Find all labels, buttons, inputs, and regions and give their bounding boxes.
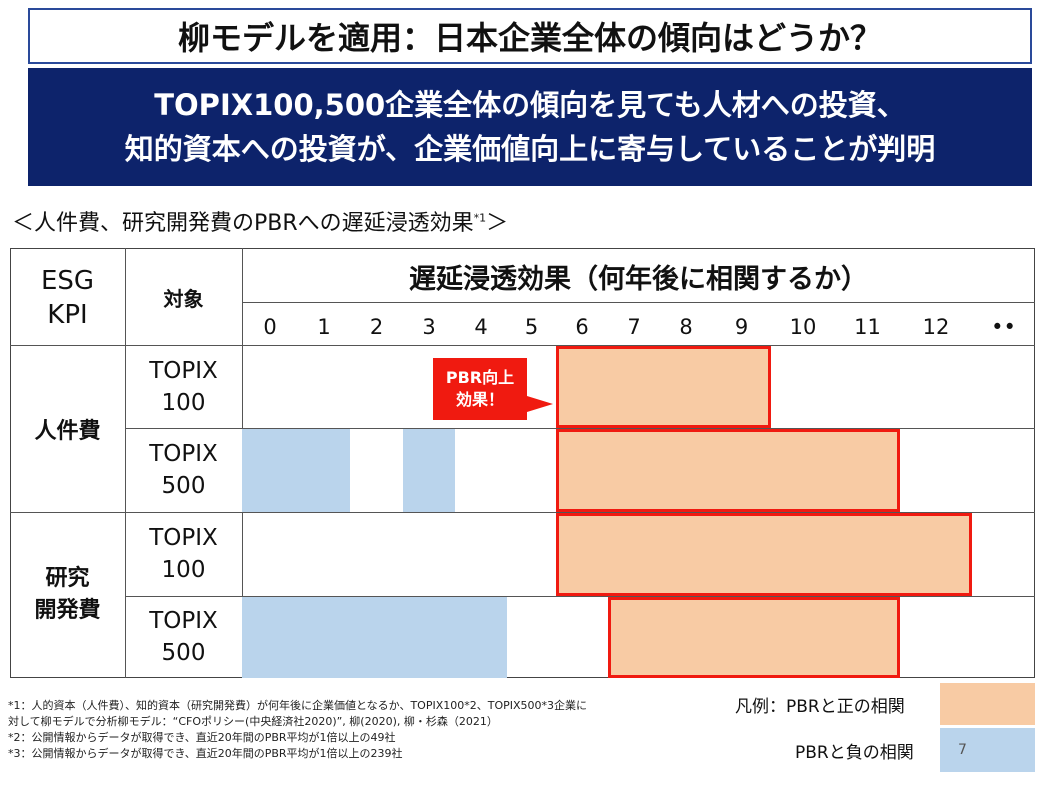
subtitle-text: ＜人件費、研究開発費のPBRへの遅延浸透効果	[12, 211, 474, 236]
target-topix100: TOPIX 100	[125, 345, 242, 428]
footnote: *2：公開情報からデータが取得でき、直近20年間のPBR平均が1倍以上の49社	[8, 731, 396, 744]
positive-correlation-bar	[556, 429, 900, 512]
year-label: 11	[854, 315, 881, 339]
group-label-text: 人件費	[34, 418, 101, 444]
target-text: TOPIX	[149, 441, 218, 467]
subtitle-footnote-ref: *1	[473, 211, 487, 225]
target-topix500: TOPIX 500	[125, 428, 242, 512]
callout-text: PBR向上	[445, 368, 515, 387]
grid-line	[242, 302, 1035, 303]
target-text: TOPIX	[149, 525, 218, 551]
header-kpi: KPI	[47, 299, 88, 330]
footnotes: *1：人的資本（人件費）、知的資本（研究開発費）が何年後に企業価値となるか、TO…	[8, 698, 587, 762]
negative-correlation-bar	[242, 429, 350, 512]
year-label: 1	[317, 315, 331, 339]
target-topix500: TOPIX 500	[125, 596, 242, 678]
target-text: 500	[161, 473, 206, 499]
grid-line	[125, 596, 1035, 597]
target-text: TOPIX	[149, 357, 218, 384]
header-timeline: 遅延浸透効果（何年後に相関するか）	[409, 263, 868, 295]
group-label-text: 開発費	[34, 598, 101, 623]
key-message-banner: TOPIX100,500企業全体の傾向を見ても人材への投資、 知的資本への投資が…	[28, 68, 1032, 186]
callout-text: 効果！	[455, 390, 504, 409]
target-text: TOPIX	[149, 608, 218, 634]
footnote: *1：人的資本（人件費）、知的資本（研究開発費）が何年後に企業価値となるか、TO…	[8, 699, 588, 712]
year-label: 12	[922, 315, 950, 339]
positive-correlation-bar	[608, 597, 900, 678]
footnote: 対して柳モデルで分析柳モデル：“CFOポリシー(中央経済社2020)”, 柳(2…	[8, 715, 498, 728]
effect-table	[10, 248, 1035, 678]
year-label: 6	[575, 315, 589, 339]
grid-line	[10, 345, 1035, 346]
year-label: 4	[474, 315, 488, 339]
year-label: 9	[734, 315, 749, 339]
banner-line-2: 知的資本への投資が、企業価値向上に寄与していることが判明	[124, 132, 936, 166]
year-label: 5	[524, 315, 539, 339]
grid-line	[125, 248, 126, 678]
year-label: 10	[789, 315, 817, 339]
negative-correlation-bar	[242, 597, 507, 678]
slide-title: 柳モデルを適用：日本企業全体の傾向はどうか？	[28, 8, 1032, 64]
group-label-text: 研究	[45, 566, 90, 591]
page-number: 7	[958, 742, 967, 758]
grid-line	[10, 512, 1035, 513]
year-label: 3	[422, 315, 436, 339]
header-target: 対象	[163, 287, 204, 311]
positive-correlation-bar	[556, 346, 771, 428]
year-label: 8	[679, 315, 693, 339]
header-esg: ESG	[40, 265, 95, 296]
positive-correlation-bar	[556, 513, 972, 596]
grid-line	[125, 428, 1035, 429]
target-topix100: TOPIX 100	[125, 512, 242, 596]
target-text: 100	[161, 389, 206, 416]
year-label: ••	[991, 315, 1016, 339]
legend-negative-label: PBRと負の相関	[795, 743, 914, 763]
group-label-labor-cost: 人件費	[10, 345, 125, 512]
section-subtitle: ＜人件費、研究開発費のPBRへの遅延浸透効果*1＞	[12, 205, 508, 237]
header-esg-kpi: ESG KPI	[10, 250, 125, 345]
legend-positive-swatch	[940, 683, 1035, 725]
group-label-rnd-cost: 研究 開発費	[10, 512, 125, 678]
year-label: 0	[263, 315, 277, 339]
callout-pointer	[527, 396, 553, 412]
subtitle-close: ＞	[486, 211, 509, 236]
target-text: 500	[161, 640, 206, 666]
banner-line-1: TOPIX100,500企業全体の傾向を見ても人材への投資、	[154, 88, 906, 122]
negative-correlation-bar	[403, 429, 455, 512]
pbr-effect-callout: PBR向上 効果！	[433, 358, 527, 420]
footnote: *3：公開情報からデータが取得でき、直近20年間のPBR平均が1倍以上の239社	[8, 747, 403, 760]
year-label: 2	[369, 315, 384, 339]
legend-positive-label: 凡例：PBRと正の相関	[735, 697, 905, 717]
target-text: 100	[161, 557, 206, 583]
year-label: 7	[627, 315, 641, 339]
legend-negative-swatch	[940, 728, 1035, 772]
